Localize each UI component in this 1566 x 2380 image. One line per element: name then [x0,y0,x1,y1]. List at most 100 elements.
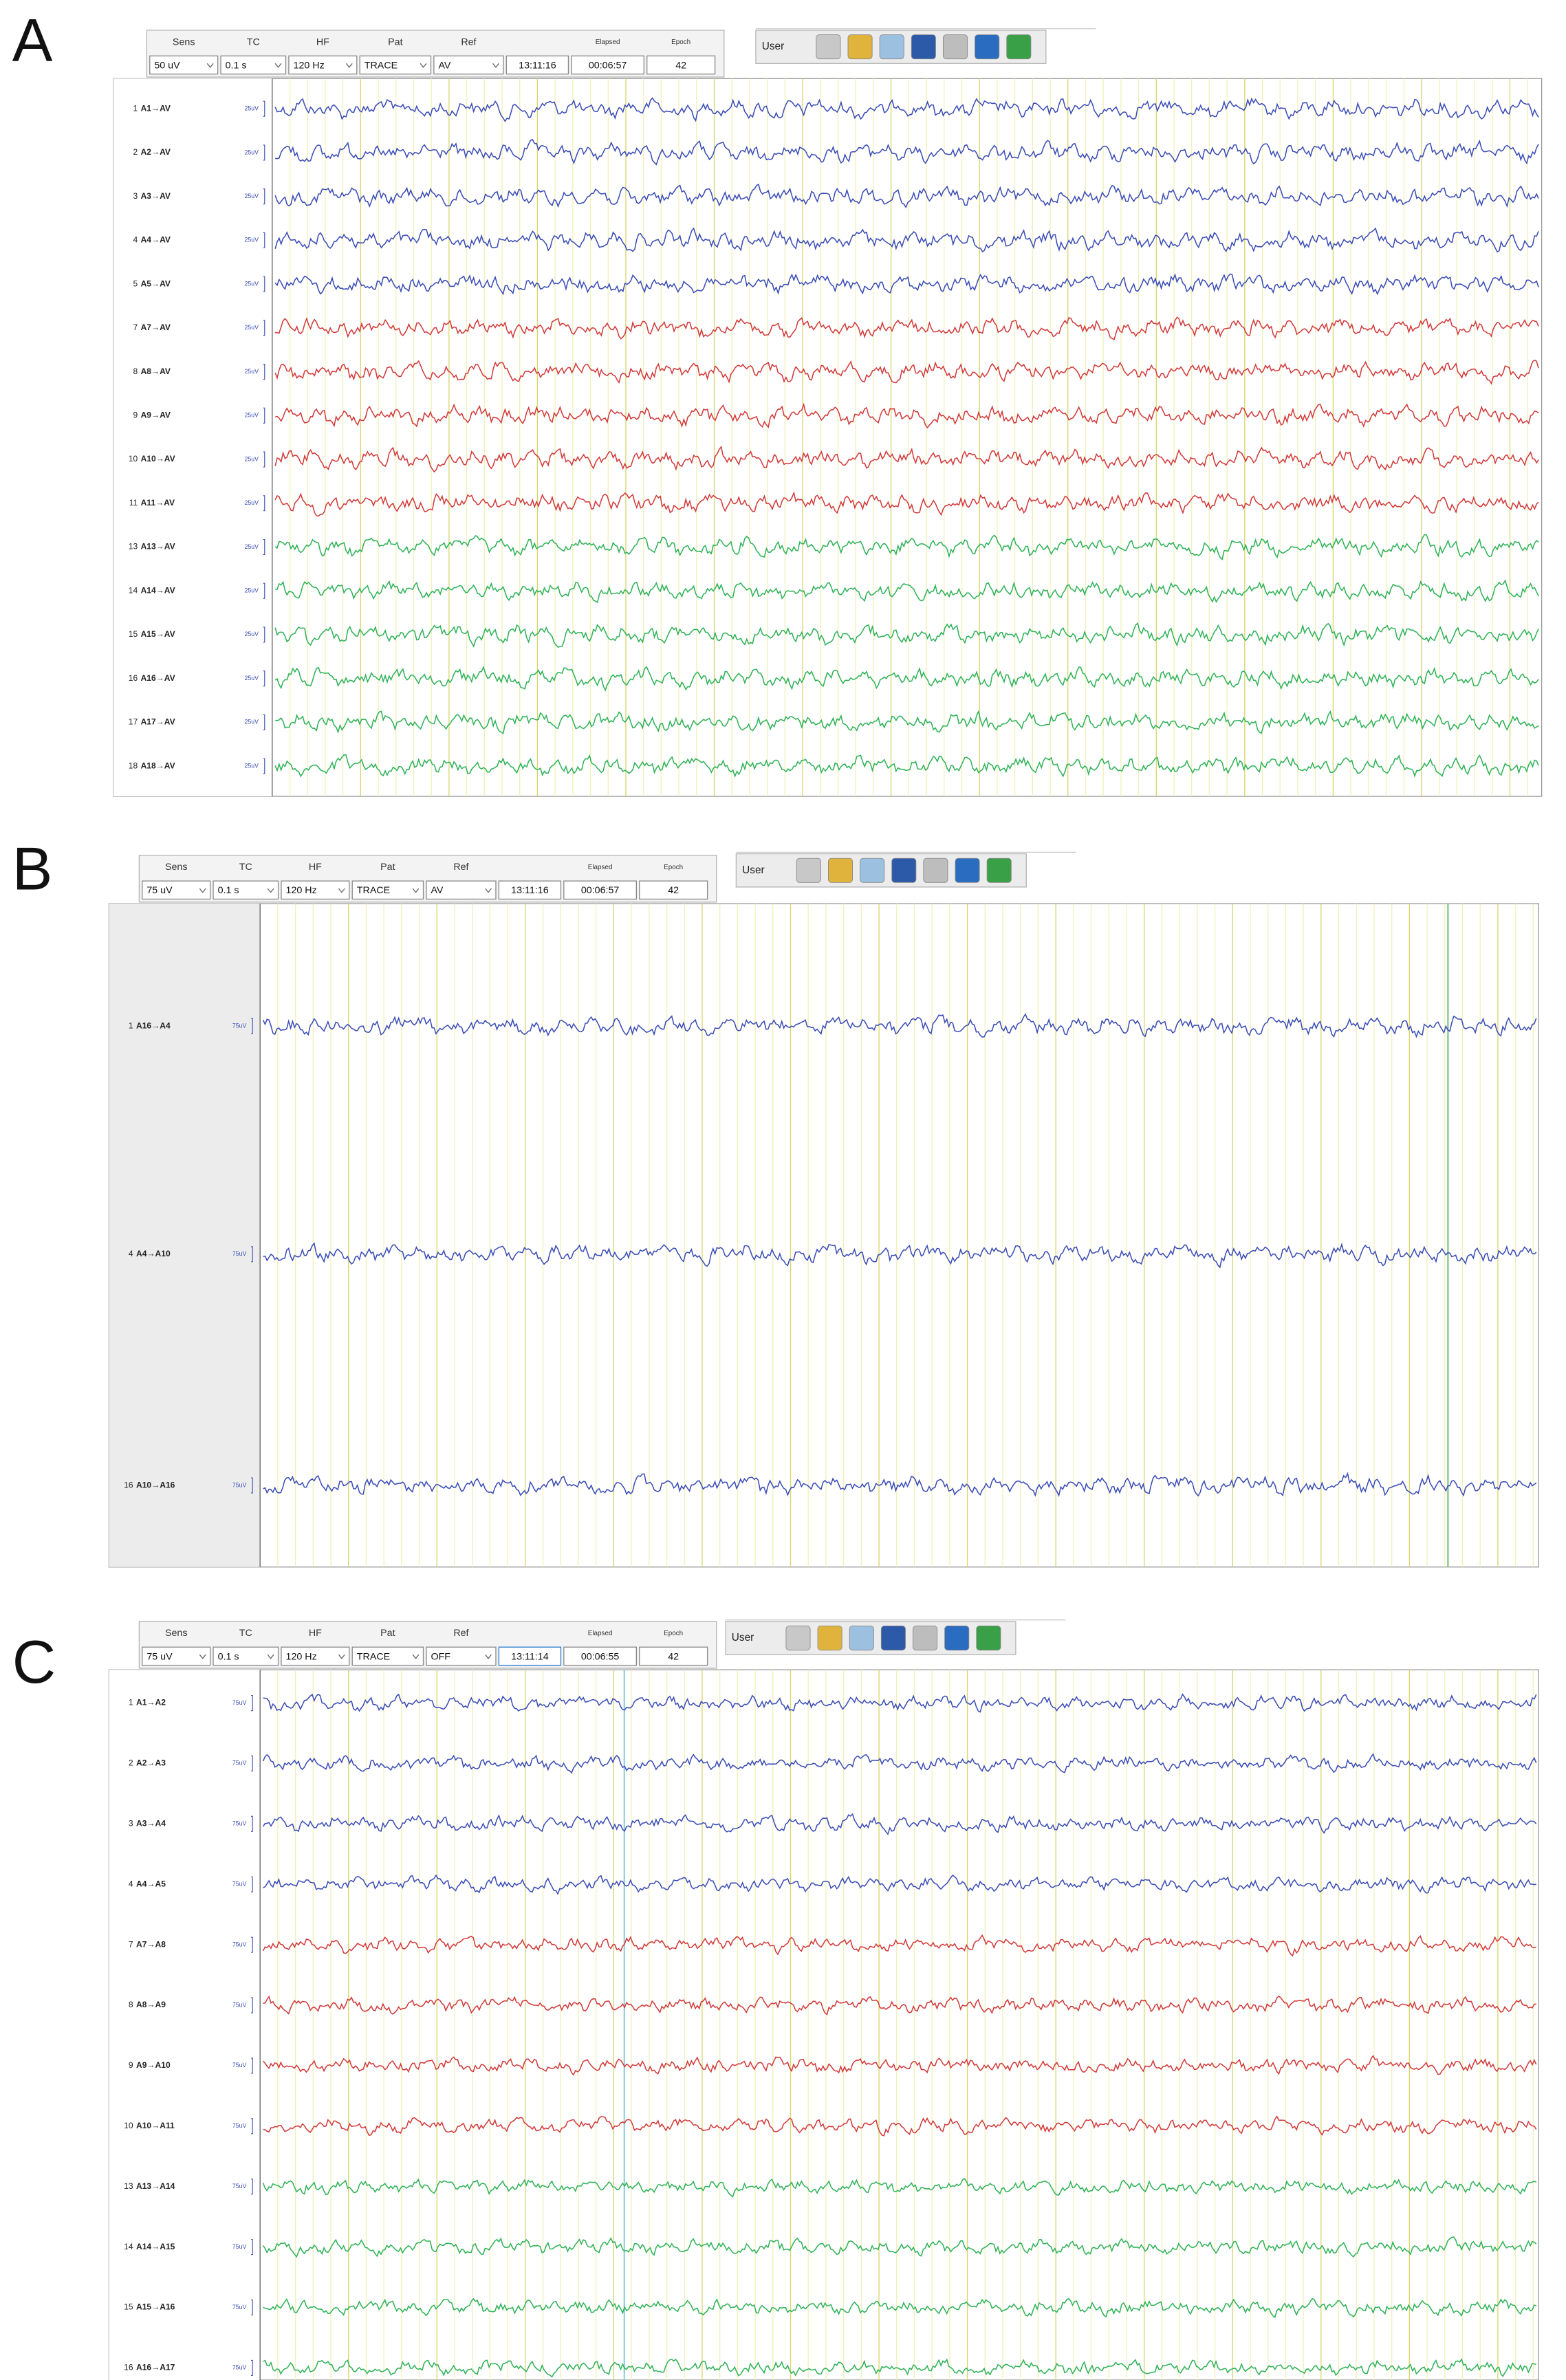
channel-scale: 25uV [244,105,259,112]
scale-bracket [263,320,265,336]
scale-bracket [263,144,265,161]
tool-icon [913,1626,938,1651]
dropdown-arrow [199,888,206,893]
channel-label: A4→AV [141,235,171,245]
scale-bracket [250,1876,253,1892]
channel-scale: 75uV [232,1481,247,1488]
channel-label: A18→AV [141,761,175,770]
field-box [505,55,569,75]
channel-scale: 25uV [244,631,259,637]
channel-scale: 75uV [232,2304,247,2311]
tool-icon [975,34,1000,60]
eeg-trace [262,1753,1537,1774]
tool-icon [923,858,948,883]
field-value: 13:11:16 [519,60,556,71]
dropdown-arrow [485,888,492,893]
field-value: 00:06:55 [581,1651,620,1662]
dropdown-arrow [420,63,427,68]
channel-number: 2 [129,1758,133,1768]
eeg-trace [274,183,1539,209]
eeg-trace [263,2358,1536,2378]
eeg-trace [262,1813,1537,1835]
field-value: 50 uV [154,60,180,71]
panel-letter: B [12,834,53,902]
field-header: TC [239,1628,252,1639]
field-header: Epoch [671,39,690,46]
scale-bracket [250,2239,253,2256]
tool-icon [1006,34,1032,60]
field-value: 120 Hz [286,1651,317,1662]
channel-number: 14 [124,2242,133,2251]
eeg-trace [263,2055,1537,2076]
tool-icon [879,34,904,60]
dropdown-arrow [274,63,282,68]
channel-label: A16→AV [141,673,175,683]
channel-number: 9 [129,2060,133,2070]
field-value: 42 [675,60,686,71]
tool-icon [785,1626,811,1651]
channel-scale: 25uV [244,675,259,681]
channel-scale: 25uV [244,412,259,419]
field-box [563,1646,638,1666]
field-header: Sens [165,862,188,873]
field-header: TC [247,36,260,47]
channel-scale: 25uV [244,280,259,287]
trace-area [108,903,1539,1568]
scale-bracket [250,1018,253,1034]
channel-label: A8→AV [141,367,171,376]
eeg-trace [274,359,1539,385]
field-header: HF [309,1628,322,1639]
eeg-trace [275,579,1539,604]
field-box [359,55,432,75]
field-value: 42 [668,885,679,896]
scale-bracket [250,1936,253,1953]
field-value: 13:11:16 [511,885,549,896]
channel-scale: 75uV [232,2183,247,2190]
channel-number: 4 [129,1249,133,1258]
scale-bracket [250,2118,253,2135]
field-box [142,1646,211,1666]
channel-number: 16 [124,2363,133,2372]
scale-bracket [250,1997,253,2013]
field-value: 75 uV [146,885,173,896]
field-value: TRACE [357,885,390,896]
channel-number: 1 [129,1020,133,1030]
channel-number: 13 [124,2181,133,2191]
channel-scale: 75uV [232,1250,247,1257]
field-value: 0.1 s [218,885,239,896]
channel-label: A13→A14 [136,2181,175,2191]
channel-number: 16 [129,673,138,683]
tool-icon [976,1626,1001,1651]
eeg-trace [275,710,1539,735]
dropdown-arrow [206,63,214,68]
scale-bracket [250,1477,253,1494]
eeg-trace [262,2236,1537,2258]
channel-scale: 25uV [244,455,259,462]
field-box [220,55,287,75]
field-value: 00:06:57 [589,60,627,71]
scale-bracket [263,714,265,730]
field-header: Ref [453,1628,468,1639]
channel-number: 15 [129,629,138,639]
channel-label: A9→AV [141,410,171,419]
field-box [288,55,358,75]
trace-area [113,78,1543,797]
channel-number: 1 [129,1698,133,1707]
eeg-trace [274,491,1539,517]
scale-bracket [250,1755,253,1771]
field-box [426,1646,497,1666]
field-header: Elapsed [588,1630,613,1637]
eeg-trace [263,1242,1537,1269]
channel-label: A4→A10 [136,1249,171,1258]
channel-label: A10→A11 [136,2121,175,2130]
dropdown-arrow [345,63,353,68]
tool-icon [849,1626,874,1651]
eeg-trace [263,1874,1536,1895]
field-value: AV [438,60,450,71]
channel-label: A2→AV [141,147,171,157]
eeg-trace [262,1013,1537,1038]
eeg-trace [263,2297,1536,2319]
field-box [213,880,279,900]
field-value: OFF [431,1651,450,1662]
tool-icon [955,858,980,883]
